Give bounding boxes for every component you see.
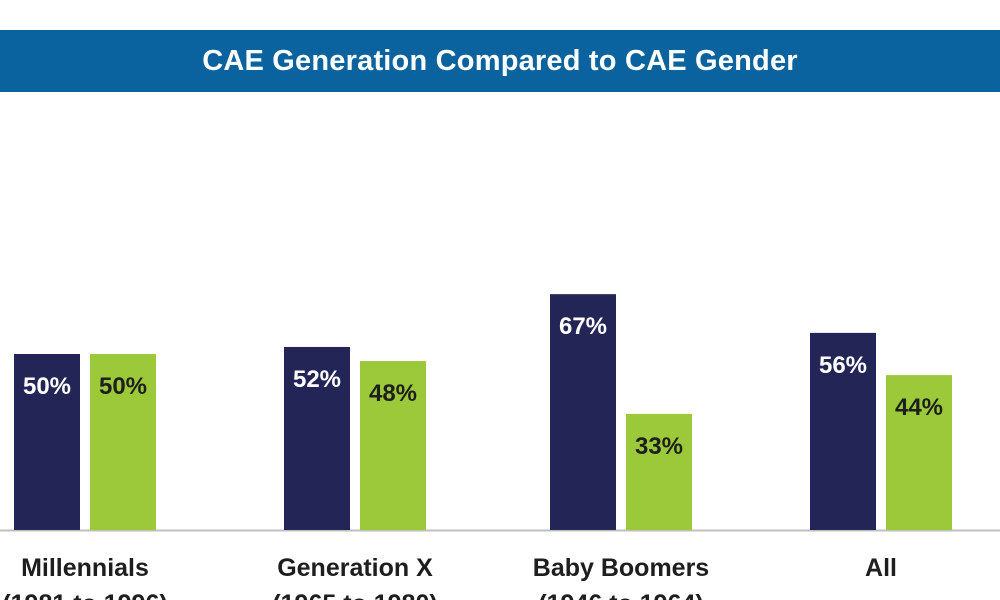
- bar-2-0: [90, 354, 156, 530]
- category-sublabel-2: (1946 to 1964): [538, 590, 703, 600]
- data-label-2-3: 44%: [895, 394, 943, 421]
- bar-1-3: [810, 332, 876, 530]
- category-label-1: Generation X: [277, 554, 433, 582]
- bar-1-2: [550, 294, 616, 530]
- data-label-2-1: 48%: [369, 380, 417, 407]
- bar-1-0: [14, 354, 80, 530]
- data-label-1-0: 50%: [23, 373, 71, 400]
- data-label-1-3: 56%: [819, 352, 867, 379]
- category-sublabel-1: (1965 to 1980): [272, 590, 437, 600]
- chart-title-bar: CAE Generation Compared to CAE Gender: [0, 30, 1000, 92]
- bar-1-1: [284, 346, 350, 530]
- data-label-1-2: 67%: [559, 313, 607, 340]
- chart-title: CAE Generation Compared to CAE Gender: [202, 44, 798, 77]
- category-sublabel-0: (1981 to 1996): [2, 590, 167, 600]
- bar-2-1: [360, 361, 426, 530]
- data-label-1-1: 52%: [293, 366, 341, 393]
- category-label-0: Millennials: [21, 554, 149, 582]
- bar-2-3: [886, 375, 952, 530]
- bar-2-2: [626, 413, 692, 530]
- category-label-3: All: [865, 554, 897, 582]
- category-label-2: Baby Boomers: [533, 554, 709, 582]
- data-label-2-0: 50%: [99, 373, 147, 400]
- data-label-2-2: 33%: [635, 433, 683, 460]
